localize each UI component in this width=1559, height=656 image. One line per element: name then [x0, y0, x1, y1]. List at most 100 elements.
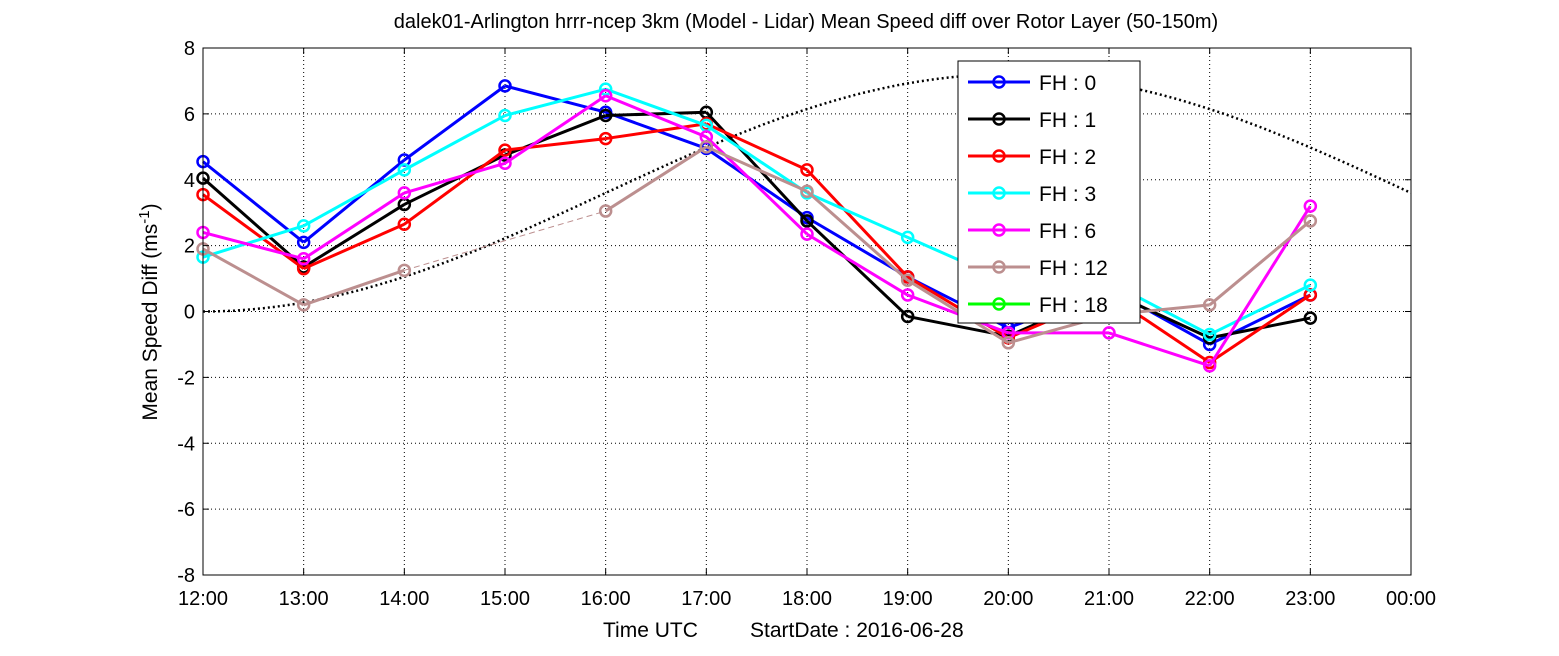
- series-line-segment: [605, 110, 707, 118]
- series-line-segment: [1208, 293, 1312, 364]
- series-line-segment: [1208, 205, 1312, 367]
- data-point: [800, 227, 814, 241]
- series-line-segment: [1209, 283, 1311, 336]
- data-point: [397, 217, 412, 231]
- x-tick-label: 13:00: [279, 588, 329, 610]
- series-line-segment: [403, 161, 506, 195]
- legend-marker: [992, 149, 1006, 163]
- data-point: [1303, 199, 1318, 213]
- series-line-segment: [504, 87, 607, 117]
- series-line-segment: [302, 203, 406, 269]
- data-point: [296, 235, 311, 250]
- x-axis-label: Time UTC: [603, 619, 698, 642]
- x-tick-label: 16:00: [581, 588, 631, 610]
- legend-marker: [992, 260, 1006, 274]
- data-point: [1303, 278, 1318, 292]
- legend-label: FH : 3: [1039, 183, 1096, 206]
- series-line-segment: [403, 114, 506, 172]
- x-tick-label: 12:00: [178, 588, 228, 610]
- series-line-segment: [705, 147, 808, 219]
- series: [196, 82, 1318, 342]
- data-point: [296, 252, 311, 266]
- x-tick-label: 18:00: [782, 588, 832, 610]
- x-tick-label: 22:00: [1185, 588, 1235, 610]
- y-tick-label: 2: [184, 236, 195, 258]
- series-line-segment: [605, 87, 707, 127]
- legend-label: FH : 0: [1039, 72, 1096, 95]
- series-line-segment: [202, 160, 305, 244]
- series-line-segment: [302, 191, 406, 261]
- data-point: [1001, 336, 1016, 350]
- series-line-segment: [202, 224, 305, 259]
- series-line-segment: [504, 94, 607, 165]
- series-line-segment: [604, 145, 708, 213]
- legend-label: FH : 1: [1039, 109, 1096, 132]
- legend-marker: [992, 223, 1006, 237]
- y-tick-label: -8: [177, 565, 195, 587]
- data-point: [498, 143, 512, 157]
- data-point: [900, 230, 915, 245]
- data-point: [1102, 326, 1116, 340]
- data-point: [598, 89, 613, 103]
- series-line-segment: [202, 247, 305, 307]
- series-layer: [196, 79, 1318, 373]
- data-point: [900, 273, 915, 287]
- x-tick-label: 14:00: [379, 588, 429, 610]
- series-line-segment: [404, 210, 606, 271]
- data-point: [800, 184, 814, 199]
- x-tick-label: 15:00: [480, 588, 530, 610]
- data-point: [498, 108, 512, 123]
- data-point: [699, 140, 714, 154]
- series-line-segment: [806, 190, 909, 282]
- data-point: [598, 108, 613, 123]
- data-point: [296, 298, 311, 312]
- y-tick-label: -4: [177, 433, 195, 455]
- data-point: [1303, 311, 1318, 325]
- series-line-segment: [705, 124, 808, 195]
- series-line-segment: [403, 84, 506, 162]
- series-line-segment: [806, 232, 909, 297]
- series: [196, 140, 1318, 350]
- series-line-segment: [605, 94, 707, 139]
- data-point: [800, 163, 814, 177]
- legend-marker: [992, 297, 1006, 311]
- data-point: [1202, 359, 1217, 373]
- data-point: [1202, 327, 1217, 342]
- data-point: [900, 309, 915, 324]
- data-point: [800, 214, 814, 228]
- data-point: [598, 131, 613, 146]
- data-point: [296, 219, 311, 233]
- y-axis-label: Mean Speed Diff (ms-1): [136, 203, 162, 420]
- series-line-segment: [1208, 219, 1312, 307]
- legend-label: FH : 2: [1039, 146, 1096, 169]
- y-tick-label: 0: [184, 302, 195, 324]
- tick-marks: [202, 47, 1412, 576]
- series-line-segment: [504, 84, 607, 114]
- series-line-segment: [705, 122, 808, 172]
- legend-marker: [992, 186, 1006, 200]
- series-line-segment: [805, 168, 909, 278]
- series-line-segment: [302, 158, 406, 244]
- y-tick-labels: 8 6 4 2 0 -2 -4 -6 -8: [177, 38, 195, 587]
- legend-label: FH : 6: [1039, 220, 1096, 243]
- legend-marker: [992, 75, 1006, 89]
- data-point: [498, 156, 512, 171]
- data-point: [598, 204, 613, 218]
- data-point: [598, 82, 613, 96]
- legend-marker: [992, 112, 1006, 126]
- data-point: [397, 186, 412, 200]
- data-point: [397, 163, 412, 177]
- series: [196, 89, 1318, 373]
- y-tick-label: 8: [184, 38, 195, 60]
- x-tick-label: 20:00: [983, 588, 1033, 610]
- x-tick-label: 23:00: [1285, 588, 1335, 610]
- data-point: [397, 263, 412, 278]
- x-tick-label: 00:00: [1386, 588, 1436, 610]
- grid: [203, 48, 1411, 575]
- x-tick-label: 19:00: [883, 588, 933, 610]
- start-date-label: StartDate : 2016-06-28: [750, 619, 964, 642]
- chart-title: dalek01-Arlington hrrr-ncep 3km (Model -…: [394, 11, 1218, 33]
- series-line-segment: [705, 145, 808, 193]
- x-tick-labels: 12:00 13:00 14:00 15:00 16:00 17:00 18:00 19:00…: [178, 588, 1436, 610]
- data-point: [1303, 214, 1318, 228]
